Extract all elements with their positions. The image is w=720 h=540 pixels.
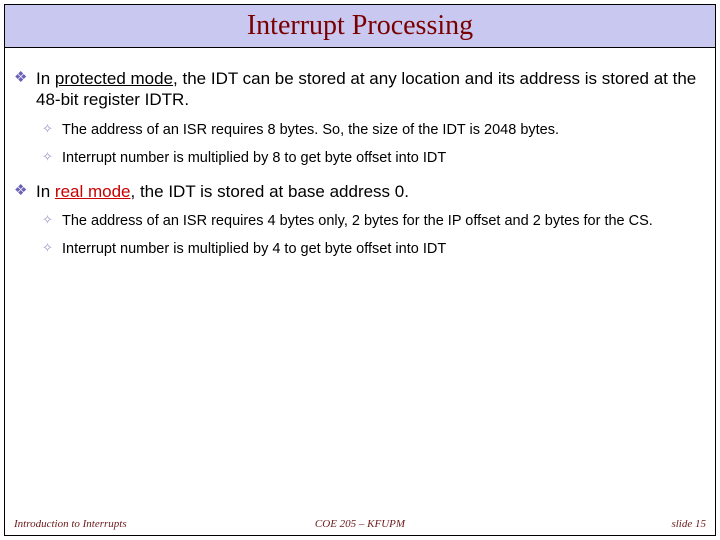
text-rest: , the IDT is stored at base address 0. [131,182,409,201]
footer-center: COE 205 – KFUPM [315,518,405,530]
hollow-diamond-icon: ✧ [42,149,53,165]
sub-bullet-mult-8: ✧ Interrupt number is multiplied by 8 to… [14,149,706,167]
diamond-bullet-icon: ❖ [14,69,27,88]
text: Interrupt number is multiplied by 4 to g… [62,241,446,257]
bullet-real-mode: ❖ In real mode, the IDT is stored at bas… [14,181,706,202]
text: The address of an ISR requires 4 bytes o… [62,213,653,229]
sub-bullet-mult-4: ✧ Interrupt number is multiplied by 4 to… [14,240,706,258]
title-bar: Interrupt Processing [4,4,716,48]
bullet-protected-mode: ❖ In protected mode, the IDT can be stor… [14,68,706,111]
text-prefix: In [36,182,55,201]
hollow-diamond-icon: ✧ [42,212,53,228]
slide-title: Interrupt Processing [247,10,473,42]
hollow-diamond-icon: ✧ [42,121,53,137]
slide-content: ❖ In protected mode, the IDT can be stor… [14,58,706,258]
footer-right: slide 15 [671,518,706,530]
footer-left: Introduction to Interrupts [14,518,127,530]
text: Interrupt number is multiplied by 8 to g… [62,150,446,166]
slide-footer: Introduction to Interrupts COE 205 – KFU… [14,518,706,530]
hollow-diamond-icon: ✧ [42,240,53,256]
text: The address of an ISR requires 8 bytes. … [62,122,559,138]
sub-bullet-isr-8bytes: ✧ The address of an ISR requires 8 bytes… [14,121,706,139]
sub-bullet-isr-4bytes: ✧ The address of an ISR requires 4 bytes… [14,212,706,230]
diamond-bullet-icon: ❖ [14,182,27,201]
text-mode: real mode [55,182,131,201]
text-prefix: In [36,69,55,88]
text-mode: protected mode [55,69,173,88]
